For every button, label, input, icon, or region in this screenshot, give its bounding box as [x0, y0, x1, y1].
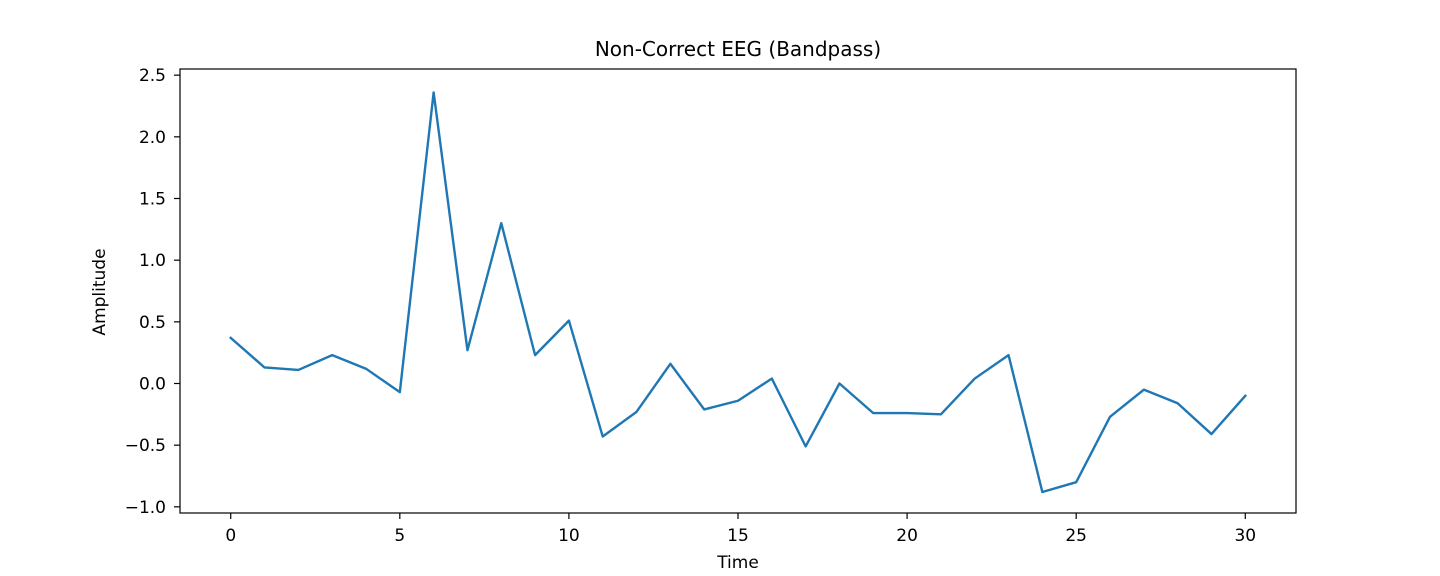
y-tick-label: 0.5: [139, 313, 166, 333]
y-tick-label: 1.0: [139, 251, 166, 271]
x-tick-label: 30: [1234, 526, 1256, 546]
x-tick-label: 10: [558, 526, 580, 546]
axes-ticks: 0 5 10 15 20 25 30 −1.0 −0.5 0.0 0.5 1.0 1.5 2.0 2.5: [125, 66, 1256, 546]
x-tick-label: 15: [727, 526, 749, 546]
x-tick-label: 20: [896, 526, 918, 546]
y-tick-label: −0.5: [125, 436, 166, 456]
plot-area-frame: [179, 68, 1297, 514]
x-tick-label: 25: [1065, 526, 1087, 546]
y-axis-label: Amplitude: [90, 248, 110, 335]
y-tick-label: 2.0: [139, 128, 166, 148]
y-tick-label: 1.5: [139, 190, 166, 210]
series-layer: [229, 91, 1247, 494]
y-tick-label: 2.5: [139, 66, 166, 86]
x-axis-label: Time: [716, 553, 759, 573]
chart-title: Non-Correct EEG (Bandpass): [595, 37, 881, 61]
series-line: [229, 91, 1247, 494]
x-tick-label: 0: [225, 526, 236, 546]
y-tick-label: 0.0: [139, 375, 166, 395]
x-tick-label: 5: [394, 526, 405, 546]
y-tick-label: −1.0: [125, 498, 166, 518]
